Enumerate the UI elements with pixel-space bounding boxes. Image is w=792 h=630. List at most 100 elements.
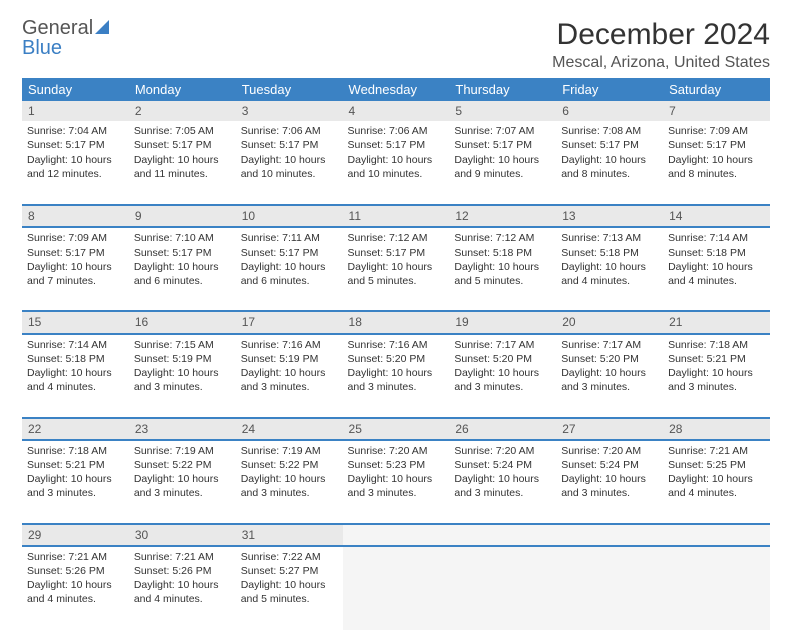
day-number: 28 <box>663 418 770 440</box>
sunset-line: Sunset: 5:20 PM <box>561 352 658 366</box>
sunset-line: Sunset: 5:17 PM <box>561 138 658 152</box>
sunrise-line: Sunrise: 7:16 AM <box>241 338 338 352</box>
sunrise-line: Sunrise: 7:04 AM <box>27 124 124 138</box>
day-number: 3 <box>236 101 343 121</box>
day-header: Monday <box>129 78 236 101</box>
day-cell: Sunrise: 7:20 AMSunset: 5:24 PMDaylight:… <box>449 440 556 524</box>
calendar-table: SundayMondayTuesdayWednesdayThursdayFrid… <box>22 78 770 630</box>
sunset-line: Sunset: 5:21 PM <box>27 458 124 472</box>
sunrise-line: Sunrise: 7:22 AM <box>241 550 338 564</box>
sunrise-line: Sunrise: 7:06 AM <box>348 124 445 138</box>
day-number: 24 <box>236 418 343 440</box>
sunrise-line: Sunrise: 7:21 AM <box>668 444 765 458</box>
daylight-line: Daylight: 10 hours and 3 minutes. <box>241 472 338 500</box>
day-cell: Sunrise: 7:15 AMSunset: 5:19 PMDaylight:… <box>129 334 236 418</box>
day-header: Saturday <box>663 78 770 101</box>
daylight-line: Daylight: 10 hours and 9 minutes. <box>454 153 551 181</box>
daylight-line: Daylight: 10 hours and 4 minutes. <box>561 260 658 288</box>
sunrise-line: Sunrise: 7:15 AM <box>134 338 231 352</box>
day-number: 26 <box>449 418 556 440</box>
day-cell: Sunrise: 7:06 AMSunset: 5:17 PMDaylight:… <box>343 121 450 205</box>
sunset-line: Sunset: 5:24 PM <box>454 458 551 472</box>
day-cell: Sunrise: 7:17 AMSunset: 5:20 PMDaylight:… <box>556 334 663 418</box>
sunset-line: Sunset: 5:17 PM <box>241 138 338 152</box>
sunset-line: Sunset: 5:20 PM <box>454 352 551 366</box>
sunset-line: Sunset: 5:17 PM <box>454 138 551 152</box>
sunset-line: Sunset: 5:17 PM <box>134 246 231 260</box>
day-number: 4 <box>343 101 450 121</box>
sunrise-line: Sunrise: 7:10 AM <box>134 231 231 245</box>
day-cell: Sunrise: 7:13 AMSunset: 5:18 PMDaylight:… <box>556 227 663 311</box>
day-cell: Sunrise: 7:04 AMSunset: 5:17 PMDaylight:… <box>22 121 129 205</box>
daylight-line: Daylight: 10 hours and 3 minutes. <box>454 472 551 500</box>
day-number: 5 <box>449 101 556 121</box>
day-cell: Sunrise: 7:20 AMSunset: 5:24 PMDaylight:… <box>556 440 663 524</box>
sunrise-line: Sunrise: 7:13 AM <box>561 231 658 245</box>
day-cell <box>663 546 770 630</box>
header: General Blue December 2024 Mescal, Arizo… <box>22 18 770 72</box>
sunrise-line: Sunrise: 7:07 AM <box>454 124 551 138</box>
sunset-line: Sunset: 5:17 PM <box>241 246 338 260</box>
day-body-row: Sunrise: 7:14 AMSunset: 5:18 PMDaylight:… <box>22 334 770 418</box>
day-number: 19 <box>449 311 556 333</box>
day-number: 1 <box>22 101 129 121</box>
day-cell: Sunrise: 7:08 AMSunset: 5:17 PMDaylight:… <box>556 121 663 205</box>
daylight-line: Daylight: 10 hours and 8 minutes. <box>561 153 658 181</box>
daylight-line: Daylight: 10 hours and 3 minutes. <box>241 366 338 394</box>
daylight-line: Daylight: 10 hours and 3 minutes. <box>668 366 765 394</box>
sunset-line: Sunset: 5:17 PM <box>348 138 445 152</box>
daylight-line: Daylight: 10 hours and 3 minutes. <box>27 472 124 500</box>
sunset-line: Sunset: 5:18 PM <box>454 246 551 260</box>
sunrise-line: Sunrise: 7:17 AM <box>454 338 551 352</box>
sunset-line: Sunset: 5:25 PM <box>668 458 765 472</box>
daylight-line: Daylight: 10 hours and 4 minutes. <box>27 578 124 606</box>
day-number: 29 <box>22 524 129 546</box>
day-number: 14 <box>663 205 770 227</box>
daylight-line: Daylight: 10 hours and 3 minutes. <box>454 366 551 394</box>
sunset-line: Sunset: 5:18 PM <box>561 246 658 260</box>
day-cell: Sunrise: 7:16 AMSunset: 5:20 PMDaylight:… <box>343 334 450 418</box>
day-number: 18 <box>343 311 450 333</box>
sunrise-line: Sunrise: 7:18 AM <box>668 338 765 352</box>
day-cell: Sunrise: 7:05 AMSunset: 5:17 PMDaylight:… <box>129 121 236 205</box>
sunset-line: Sunset: 5:20 PM <box>348 352 445 366</box>
sunset-line: Sunset: 5:17 PM <box>27 138 124 152</box>
sunset-line: Sunset: 5:18 PM <box>668 246 765 260</box>
sunrise-line: Sunrise: 7:08 AM <box>561 124 658 138</box>
day-number: 8 <box>22 205 129 227</box>
day-cell: Sunrise: 7:09 AMSunset: 5:17 PMDaylight:… <box>22 227 129 311</box>
day-number-row: 293031 <box>22 524 770 546</box>
day-cell: Sunrise: 7:16 AMSunset: 5:19 PMDaylight:… <box>236 334 343 418</box>
day-number: 10 <box>236 205 343 227</box>
daylight-line: Daylight: 10 hours and 3 minutes. <box>134 472 231 500</box>
day-cell: Sunrise: 7:18 AMSunset: 5:21 PMDaylight:… <box>663 334 770 418</box>
day-number: 23 <box>129 418 236 440</box>
sunrise-line: Sunrise: 7:09 AM <box>668 124 765 138</box>
sunset-line: Sunset: 5:17 PM <box>668 138 765 152</box>
sunrise-line: Sunrise: 7:20 AM <box>561 444 658 458</box>
daylight-line: Daylight: 10 hours and 6 minutes. <box>241 260 338 288</box>
day-header-row: SundayMondayTuesdayWednesdayThursdayFrid… <box>22 78 770 101</box>
daylight-line: Daylight: 10 hours and 4 minutes. <box>668 260 765 288</box>
day-cell: Sunrise: 7:19 AMSunset: 5:22 PMDaylight:… <box>129 440 236 524</box>
sunrise-line: Sunrise: 7:17 AM <box>561 338 658 352</box>
daylight-line: Daylight: 10 hours and 6 minutes. <box>134 260 231 288</box>
day-number-row: 891011121314 <box>22 205 770 227</box>
sunset-line: Sunset: 5:27 PM <box>241 564 338 578</box>
daylight-line: Daylight: 10 hours and 3 minutes. <box>134 366 231 394</box>
sunrise-line: Sunrise: 7:20 AM <box>348 444 445 458</box>
sunrise-line: Sunrise: 7:12 AM <box>348 231 445 245</box>
sunset-line: Sunset: 5:17 PM <box>27 246 124 260</box>
day-cell: Sunrise: 7:17 AMSunset: 5:20 PMDaylight:… <box>449 334 556 418</box>
sunrise-line: Sunrise: 7:11 AM <box>241 231 338 245</box>
title-block: December 2024 Mescal, Arizona, United St… <box>552 18 770 72</box>
day-cell: Sunrise: 7:21 AMSunset: 5:25 PMDaylight:… <box>663 440 770 524</box>
sunrise-line: Sunrise: 7:18 AM <box>27 444 124 458</box>
day-body-row: Sunrise: 7:18 AMSunset: 5:21 PMDaylight:… <box>22 440 770 524</box>
daylight-line: Daylight: 10 hours and 10 minutes. <box>348 153 445 181</box>
day-number: 27 <box>556 418 663 440</box>
logo-sail-icon <box>95 18 115 38</box>
day-number: 12 <box>449 205 556 227</box>
day-number: 9 <box>129 205 236 227</box>
day-body-row: Sunrise: 7:09 AMSunset: 5:17 PMDaylight:… <box>22 227 770 311</box>
